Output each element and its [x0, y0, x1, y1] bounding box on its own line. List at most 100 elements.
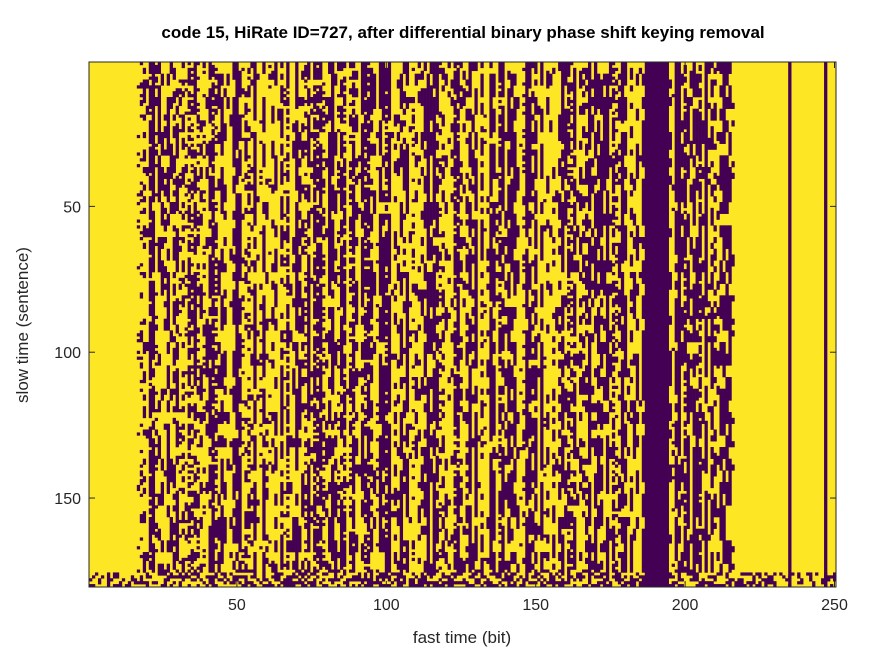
heatmap-cell [614, 254, 619, 258]
heatmap-cell [731, 172, 735, 179]
heatmap-cell [244, 312, 248, 319]
heatmap-cell [112, 575, 117, 579]
heatmap-cell [163, 318, 167, 331]
heatmap-cell [420, 70, 424, 80]
heatmap-cell [384, 420, 389, 436]
heatmap-cell [459, 237, 463, 249]
heatmap-cell [172, 237, 176, 261]
heatmap-cell [268, 449, 272, 454]
heatmap-cell [250, 207, 254, 214]
heatmap-cell [316, 546, 320, 559]
heatmap-cell [148, 554, 153, 559]
heatmap-cell [322, 216, 326, 226]
heatmap-cell [184, 327, 188, 331]
heatmap-cell [286, 464, 290, 468]
heatmap-cell [629, 575, 634, 579]
heatmap-cell [339, 315, 344, 387]
heatmap-cell [214, 365, 218, 369]
heatmap-cell [725, 435, 729, 471]
heatmap-cell [265, 487, 269, 500]
heatmap-cell [115, 575, 120, 579]
heatmap-cell [384, 94, 389, 107]
heatmap-cell [510, 307, 514, 331]
heatmap-cell [546, 219, 550, 229]
heatmap-cell [752, 581, 756, 585]
heatmap-cell [334, 73, 338, 86]
heatmap-cell [707, 137, 711, 150]
heatmap-cell [181, 91, 185, 98]
heatmap-cell [674, 455, 678, 509]
heatmap-cell [764, 581, 768, 585]
heatmap-cell [313, 353, 317, 363]
heatmap-cell [725, 120, 729, 133]
heatmap-cell [363, 269, 368, 287]
heatmap-cell [570, 251, 574, 273]
heatmap-cell [298, 438, 302, 448]
heatmap-cell [154, 143, 159, 147]
heatmap-cell [480, 330, 484, 337]
heatmap-cell [429, 575, 433, 579]
heatmap-cell [608, 330, 613, 343]
heatmap-cell [304, 190, 308, 200]
heatmap-cell [617, 429, 622, 436]
heatmap-cell [417, 266, 421, 273]
heatmap-cell [429, 581, 433, 585]
heatmap-cell [166, 563, 170, 573]
heatmap-cell [411, 464, 415, 468]
heatmap-cell [139, 575, 144, 579]
heatmap-cell [399, 584, 404, 588]
heatmap-cell [205, 423, 209, 436]
heatmap-cell [620, 132, 625, 264]
heatmap-cell [695, 388, 699, 401]
heatmap-cell [286, 528, 290, 532]
heatmap-cell [641, 73, 646, 86]
heatmap-cell [142, 225, 147, 238]
heatmap-cell [519, 575, 523, 579]
heatmap-cell [193, 517, 197, 535]
heatmap-cell [393, 143, 398, 150]
heatmap-cell [166, 575, 170, 579]
heatmap-cell [710, 272, 714, 290]
heatmap-cell [363, 546, 368, 550]
heatmap-cell [196, 476, 200, 480]
heatmap-cell [342, 257, 347, 267]
heatmap-cell [540, 62, 544, 86]
heatmap-cell [590, 175, 595, 194]
heatmap-cell [190, 67, 194, 72]
heatmap-cell [196, 304, 200, 308]
heatmap-cell [411, 578, 415, 582]
heatmap-cell [590, 298, 595, 308]
heatmap-cell [453, 575, 457, 579]
heatmap-cell [217, 552, 221, 573]
heatmap-cell [522, 304, 526, 308]
heatmap-cell [307, 575, 311, 579]
heatmap-cell [384, 476, 389, 486]
heatmap-cell [579, 350, 583, 369]
heatmap-cell [181, 382, 185, 389]
heatmap-cell [483, 140, 487, 144]
heatmap-cell [316, 132, 320, 139]
heatmap-cell [348, 368, 353, 398]
heatmap-cell [537, 333, 541, 343]
heatmap-cell [217, 132, 221, 144]
heatmap-cell [181, 487, 185, 494]
heatmap-cell [214, 464, 218, 471]
heatmap-cell [271, 342, 275, 352]
heatmap-cell [617, 458, 622, 465]
heatmap-cell [444, 248, 448, 261]
heatmap-cell [698, 377, 702, 389]
heatmap-cell [325, 97, 329, 107]
heatmap-cell [447, 377, 451, 384]
heatmap-cell [573, 470, 577, 477]
heatmap-cell [375, 412, 380, 416]
heatmap-cell [579, 105, 583, 115]
heatmap-cell [384, 108, 389, 115]
heatmap-cell [160, 260, 164, 296]
heatmap-cell [250, 79, 254, 86]
heatmap-cell [465, 452, 469, 465]
heatmap-cell [304, 517, 308, 521]
heatmap-cell [441, 266, 445, 273]
heatmap-cell [602, 581, 607, 585]
heatmap-cell [178, 441, 182, 445]
